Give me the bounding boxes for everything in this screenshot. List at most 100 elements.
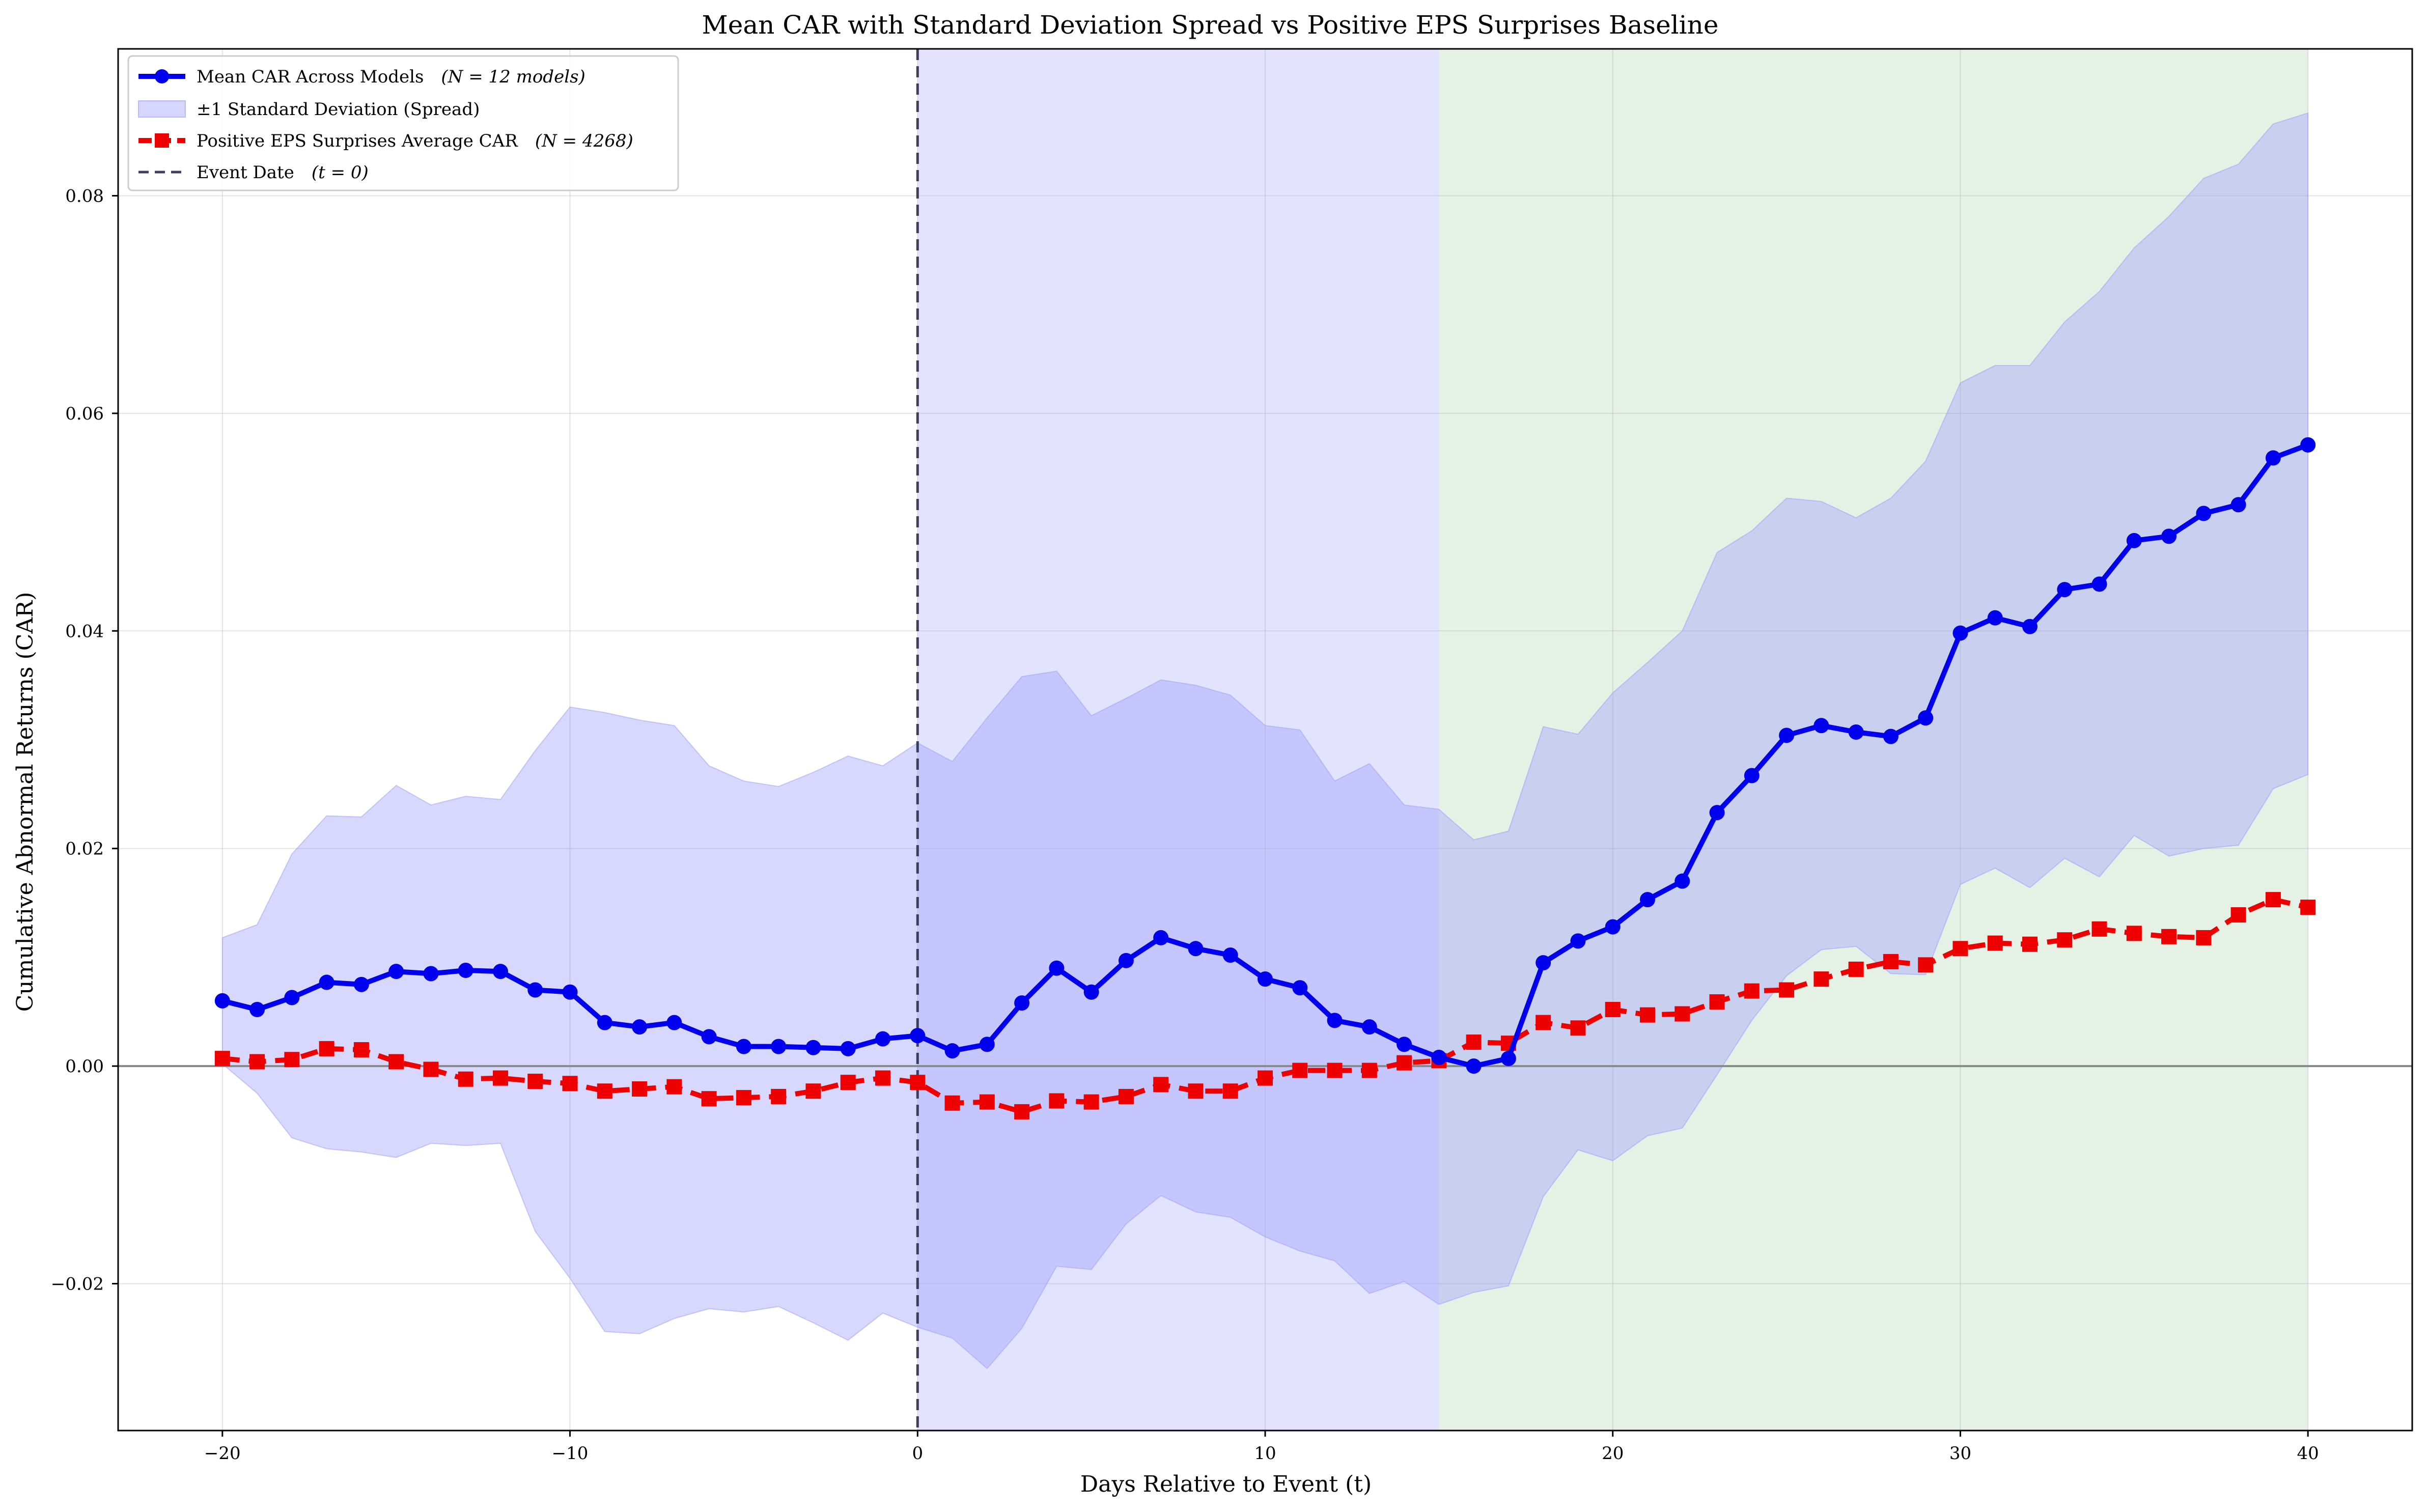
- mean-car-series-point: [805, 1040, 821, 1055]
- mean-car-series-point: [1675, 873, 1690, 889]
- eps-series-point: [1397, 1055, 1412, 1071]
- mean-car-series-point: [2022, 619, 2038, 634]
- mean-car-series-point: [2161, 528, 2177, 544]
- eps-series-point: [1918, 957, 1934, 973]
- eps-series-point: [249, 1054, 265, 1070]
- mean-car-series-point: [458, 963, 473, 978]
- mean-car-series-point: [1987, 610, 2003, 626]
- mean-car-series-point: [2057, 582, 2073, 598]
- x-tick-label: 40: [2297, 1443, 2319, 1464]
- eps-series-point: [1675, 1006, 1690, 1022]
- mean-car-series-point: [701, 1029, 717, 1045]
- mean-car-series-point: [1883, 729, 1899, 744]
- eps-series-point: [666, 1079, 682, 1095]
- eps-series-point: [1258, 1070, 1273, 1086]
- mean-car-series-point: [249, 1001, 265, 1017]
- y-tick-label: 0.02: [65, 839, 104, 859]
- eps-series-point: [527, 1074, 543, 1089]
- eps-series-point: [979, 1094, 995, 1110]
- mean-car-series-point: [1222, 947, 1238, 963]
- mean-car-series-point: [1258, 971, 1273, 987]
- mean-car-series-point: [875, 1031, 890, 1047]
- legend-mean-marker: [155, 69, 169, 83]
- y-tick-label: −0.02: [51, 1274, 104, 1295]
- eps-series-point: [1709, 994, 1725, 1010]
- y-tick-label: 0.06: [65, 404, 104, 424]
- mean-car-series-point: [1014, 995, 1030, 1011]
- mean-car-series-point: [1153, 930, 1169, 945]
- eps-series-point: [1848, 961, 1864, 977]
- x-tick-label: −10: [552, 1443, 589, 1464]
- mean-car-series-point: [2230, 497, 2246, 513]
- x-axis-title: Days Relative to Event (t): [1080, 1471, 1372, 1497]
- legend: Mean CAR Across Models (N = 12 models) ±1 …: [127, 55, 679, 191]
- legend-label-note: (t = 0): [312, 162, 369, 183]
- eps-series-point: [1744, 983, 1760, 999]
- eps-series-point: [944, 1095, 960, 1111]
- eps-series-point: [805, 1083, 821, 1099]
- shaded-region-1: [917, 49, 1439, 1431]
- x-tick-label: −20: [204, 1443, 241, 1464]
- eps-series-point: [2161, 929, 2177, 944]
- eps-series-point: [214, 1051, 230, 1067]
- eps-series-point: [493, 1070, 508, 1086]
- eps-series-point: [1952, 941, 1968, 957]
- eps-series-point: [388, 1054, 404, 1070]
- mean-car-series-point: [771, 1039, 787, 1054]
- x-tick-label: 20: [1602, 1443, 1624, 1464]
- mean-car-series-point: [1536, 955, 1551, 971]
- mean-car-series-point: [1709, 805, 1725, 821]
- mean-car-series-point: [1466, 1058, 1482, 1074]
- eps-series-point: [423, 1061, 439, 1077]
- mean-car-series-point: [1779, 727, 1795, 743]
- eps-series-point: [1361, 1062, 1377, 1078]
- mean-car-series-point: [1918, 710, 1934, 726]
- eps-series-point: [2196, 930, 2212, 945]
- eps-series-point: [319, 1041, 334, 1056]
- x-tick-label: 30: [1949, 1443, 1971, 1464]
- shaded-region-2: [1439, 49, 2308, 1431]
- mean-car-series-point: [1431, 1050, 1447, 1066]
- eps-series-point: [1014, 1104, 1030, 1119]
- mean-car-series-point: [388, 964, 404, 979]
- eps-series-point: [1466, 1034, 1482, 1050]
- eps-series-point: [1779, 982, 1795, 998]
- eps-series-point: [597, 1083, 612, 1099]
- legend-label-note: (N = 4268): [535, 131, 633, 151]
- mean-car-series-point: [319, 974, 334, 990]
- legend-label: Mean CAR Across Models (N = 12 models): [197, 67, 585, 87]
- legend-label-text: Positive EPS Surprises Average CAR: [197, 131, 518, 151]
- x-tick-label: 0: [912, 1443, 923, 1464]
- y-axis-title: Cumulative Abnormal Returns (CAR): [12, 592, 38, 1012]
- mean-car-series-point: [2126, 533, 2142, 548]
- y-tick-label: 0.08: [65, 186, 104, 206]
- mean-car-series-point: [1952, 625, 1968, 641]
- eps-series-point: [2091, 921, 2107, 937]
- chart-title: Mean CAR with Standard Deviation Spread …: [702, 10, 1719, 40]
- eps-series-point: [1327, 1062, 1343, 1078]
- legend-band-swatch: [138, 100, 186, 118]
- eps-series-point: [1813, 971, 1829, 987]
- eps-series-point: [1536, 1015, 1551, 1030]
- mean-car-series-point: [1361, 1019, 1377, 1035]
- eps-series-point: [1605, 1001, 1621, 1017]
- eps-series-point: [1118, 1088, 1134, 1104]
- mean-car-series-point: [910, 1028, 926, 1044]
- mean-car-series-point: [353, 976, 369, 992]
- mean-car-series-point: [493, 964, 508, 979]
- mean-car-series-point: [423, 966, 439, 982]
- eps-series-point: [1640, 1007, 1655, 1023]
- mean-car-series-point: [1292, 980, 1308, 996]
- eps-series-point: [1083, 1094, 1099, 1110]
- eps-series-point: [284, 1052, 300, 1068]
- eps-series-point: [701, 1091, 717, 1107]
- mean-car-series-point: [214, 993, 230, 1009]
- mean-car-series-point: [597, 1015, 612, 1030]
- legend-box: [127, 55, 679, 191]
- legend-label-text: Event Date: [197, 162, 294, 183]
- mean-car-series-point: [1640, 892, 1655, 908]
- eps-series-point: [1188, 1083, 1204, 1099]
- mean-car-series-point: [1188, 941, 1204, 957]
- plot-area: −20 −10 0 10 20 30 40 −0.02 0.00 0.02 0.04 0.06 0.08: [51, 48, 2413, 1464]
